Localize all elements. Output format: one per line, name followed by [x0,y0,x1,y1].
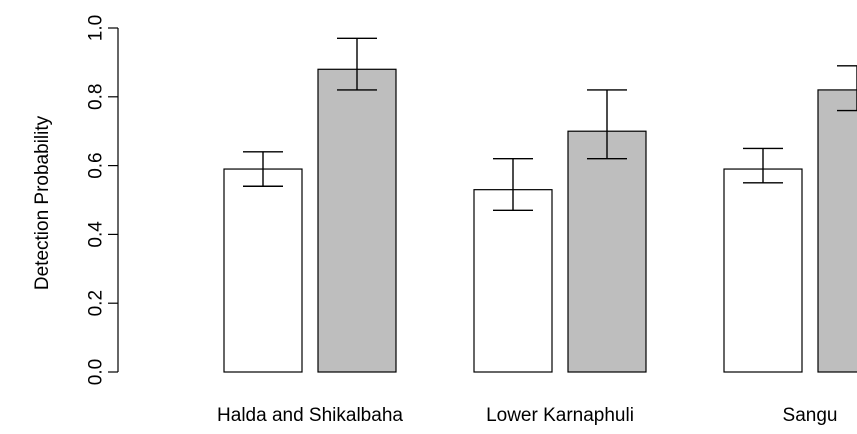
bar [317,68,397,373]
category-label: Sangu [783,405,838,426]
category-label: Halda and Shikalbaha [217,405,403,426]
y-tick-label: 0.8 [86,84,107,110]
bar [223,168,303,373]
y-tick-label: 0.0 [86,359,107,385]
bar [473,189,553,373]
y-tick-label: 0.4 [86,221,107,248]
y-tick-label: 0.6 [86,152,107,178]
y-axis-label: Detection Probability [32,115,53,290]
bar [723,168,803,373]
y-tick-label: 1.0 [86,15,107,41]
bars [223,37,857,373]
bar [567,130,647,373]
bar [817,89,857,373]
y-tick-label: 0.2 [86,290,107,316]
y-axis: 0.0 0.2 0.4 0.6 0.8 1.0 [86,15,119,385]
category-labels: Halda and Shikalbaha Lower Karnaphuli Sang… [217,405,837,426]
category-label: Lower Karnaphuli [486,405,634,426]
